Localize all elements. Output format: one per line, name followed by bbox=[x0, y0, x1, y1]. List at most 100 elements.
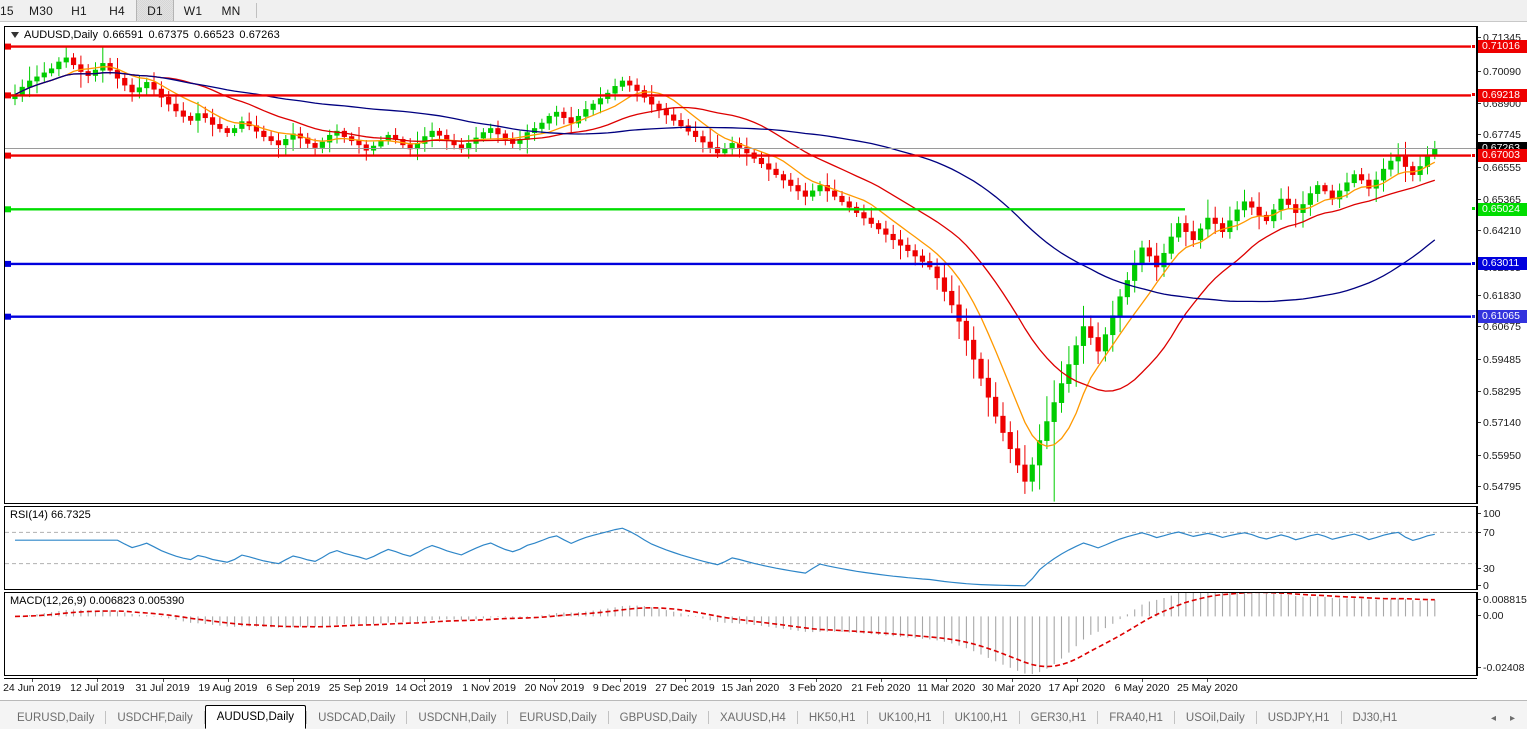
scale-rsi-tick: 100 bbox=[1478, 508, 1527, 520]
date-label: 30 Mar 2020 bbox=[982, 682, 1041, 694]
price-tick: 0.57140 bbox=[1478, 417, 1527, 429]
date-label: 21 Feb 2020 bbox=[851, 682, 911, 694]
chart-tab[interactable]: USDCHF,Daily bbox=[117, 712, 193, 724]
date-tick bbox=[489, 679, 491, 682]
chart-header: AUDUSD,Daily 0.66591 0.67375 0.66523 0.6… bbox=[9, 29, 282, 41]
price-level-tag[interactable]: 0.65024 bbox=[1471, 202, 1527, 216]
chevron-down-icon[interactable] bbox=[11, 32, 19, 38]
price-tick: 0.54795 bbox=[1478, 481, 1527, 493]
date-tick bbox=[619, 679, 621, 682]
date-tick bbox=[293, 679, 295, 682]
chart-tab[interactable]: GER30,H1 bbox=[1030, 712, 1087, 724]
price-level-tag[interactable]: 0.61065 bbox=[1471, 310, 1527, 324]
date-tick bbox=[97, 679, 99, 682]
price-tag-handle[interactable] bbox=[1471, 43, 1476, 49]
date-axis[interactable]: 24 Jun 2019 12 Jul 2019 31 Jul 2019 19 Aug … bbox=[3, 678, 1477, 698]
scale-macd-tick: 0.008815 bbox=[1478, 594, 1527, 606]
chart-area[interactable]: AUDUSD,Daily 0.66591 0.67375 0.66523 0.6… bbox=[0, 24, 1527, 700]
timeframe-h1[interactable]: H1 bbox=[71, 3, 87, 18]
timeframe-w1[interactable]: W1 bbox=[183, 3, 203, 18]
chart-tab[interactable]: GBPUSD,Daily bbox=[619, 712, 697, 724]
date-tick bbox=[1076, 679, 1078, 682]
date-label: 14 Oct 2019 bbox=[395, 682, 453, 694]
rsi-pane-inner bbox=[5, 507, 1476, 589]
chart-tab[interactable]: HK50,H1 bbox=[808, 712, 856, 724]
rsi-scale[interactable]: 100 70 30 0 bbox=[1477, 506, 1527, 592]
chart-tab[interactable]: USDJPY,H1 bbox=[1267, 712, 1330, 724]
timeframe-mn[interactable]: MN bbox=[221, 3, 241, 18]
date-label: 27 Dec 2019 bbox=[655, 682, 715, 694]
timeframe-toolbar: 15 M30 H1 H4 D1 W1 MN bbox=[0, 0, 1527, 22]
tab-divider bbox=[306, 711, 308, 724]
date-label: 17 Apr 2020 bbox=[1048, 682, 1106, 694]
chart-tab[interactable]: EURUSD,Daily bbox=[519, 712, 597, 724]
tab-divider bbox=[607, 711, 609, 724]
date-label: 31 Jul 2019 bbox=[135, 682, 190, 694]
date-tick bbox=[358, 679, 360, 682]
date-label: 6 Sep 2019 bbox=[266, 682, 321, 694]
tab-divider bbox=[1255, 711, 1257, 724]
chart-tab[interactable]: UK100,H1 bbox=[954, 712, 1008, 724]
scale-macd-tick: 0.00 bbox=[1478, 610, 1527, 622]
price-tick: 0.66555 bbox=[1478, 162, 1527, 174]
date-tick bbox=[750, 679, 752, 682]
tab-divider bbox=[406, 711, 408, 724]
price-level-tag[interactable]: 0.67003 bbox=[1471, 149, 1527, 163]
tab-divider bbox=[1018, 711, 1020, 724]
timeframe-m30[interactable]: M30 bbox=[29, 3, 53, 18]
chart-tab[interactable]: XAUUSD,H4 bbox=[720, 712, 786, 724]
price-level-tag[interactable]: 0.63011 bbox=[1471, 257, 1527, 271]
price-level-tag[interactable]: 0.69218 bbox=[1471, 88, 1527, 102]
scale-rsi-tick: 0 bbox=[1478, 580, 1527, 592]
tab-divider bbox=[708, 711, 709, 724]
macd-pane[interactable]: MACD(12,26,9) 0.006823 0.005390 bbox=[4, 592, 1477, 676]
price-level-tag[interactable]: 0.71016 bbox=[1471, 40, 1527, 54]
price-tag-handle[interactable] bbox=[1471, 92, 1476, 98]
timeframe-h4[interactable]: H4 bbox=[109, 3, 125, 18]
price-tag-handle[interactable] bbox=[1471, 206, 1476, 212]
tab-divider bbox=[203, 711, 205, 724]
toolbar-divider bbox=[256, 3, 257, 18]
date-tick bbox=[32, 679, 33, 682]
chart-tab[interactable]: USDCNH,Daily bbox=[418, 712, 497, 724]
date-tick bbox=[162, 679, 164, 682]
price-tag-handle[interactable] bbox=[1471, 260, 1476, 266]
chart-tab[interactable]: EURUSD,Daily bbox=[17, 712, 95, 724]
date-label: 1 Nov 2019 bbox=[462, 682, 516, 694]
scale-macd-tick: -0.02408 bbox=[1478, 662, 1527, 674]
date-label: 25 Sep 2019 bbox=[328, 682, 389, 694]
chart-tab[interactable]: UK100,H1 bbox=[878, 712, 932, 724]
rsi-chart-canvas bbox=[5, 527, 1476, 587]
date-tick bbox=[227, 679, 229, 682]
date-label: 19 Aug 2019 bbox=[198, 682, 258, 694]
price-tag-handle[interactable] bbox=[1471, 313, 1476, 319]
price-scale[interactable]: 0.71345 0.70090 0.68900 0.67745 0.66555 0.653… bbox=[1471, 26, 1527, 504]
tab-scroll-controls: ◂ ▸ bbox=[1491, 713, 1527, 729]
chart-tab-active[interactable]: AUDUSD,Daily bbox=[204, 705, 307, 729]
date-label: 20 Nov 2019 bbox=[524, 682, 585, 694]
date-label: 6 May 2020 bbox=[1114, 682, 1170, 694]
chart-tab[interactable]: USDCAD,Daily bbox=[318, 712, 396, 724]
toolbar-empty-area bbox=[263, 0, 1527, 21]
rsi-label: RSI(14) 66.7325 bbox=[9, 509, 92, 521]
price-pane[interactable]: AUDUSD,Daily 0.66591 0.67375 0.66523 0.6… bbox=[4, 26, 1477, 504]
tab-divider bbox=[1097, 711, 1099, 724]
date-label: 24 Jun 2019 bbox=[3, 682, 61, 694]
price-chart-canvas bbox=[5, 43, 1476, 502]
tab-divider bbox=[796, 711, 798, 724]
macd-scale[interactable]: 0.008815 0.00 -0.02408 bbox=[1477, 592, 1527, 676]
timeframe-d1[interactable]: D1 bbox=[136, 0, 174, 21]
scroll-left-icon[interactable]: ◂ bbox=[1490, 713, 1496, 724]
chart-tab[interactable]: DJ30,H1 bbox=[1352, 712, 1398, 724]
chart-tab[interactable]: FRA40,H1 bbox=[1109, 712, 1163, 724]
price-tick: 0.67745 bbox=[1478, 129, 1527, 141]
rsi-pane[interactable]: RSI(14) 66.7325 bbox=[4, 506, 1477, 590]
scroll-right-icon[interactable]: ▸ bbox=[1509, 713, 1515, 724]
date-tick bbox=[685, 679, 686, 682]
price-tick: 0.55950 bbox=[1478, 450, 1527, 462]
macd-label: MACD(12,26,9) 0.006823 0.005390 bbox=[9, 595, 186, 607]
price-tag-handle[interactable] bbox=[1471, 152, 1476, 158]
chart-tab[interactable]: USOil,Daily bbox=[1185, 712, 1245, 724]
timeframe-m15[interactable]: 15 bbox=[0, 3, 14, 18]
